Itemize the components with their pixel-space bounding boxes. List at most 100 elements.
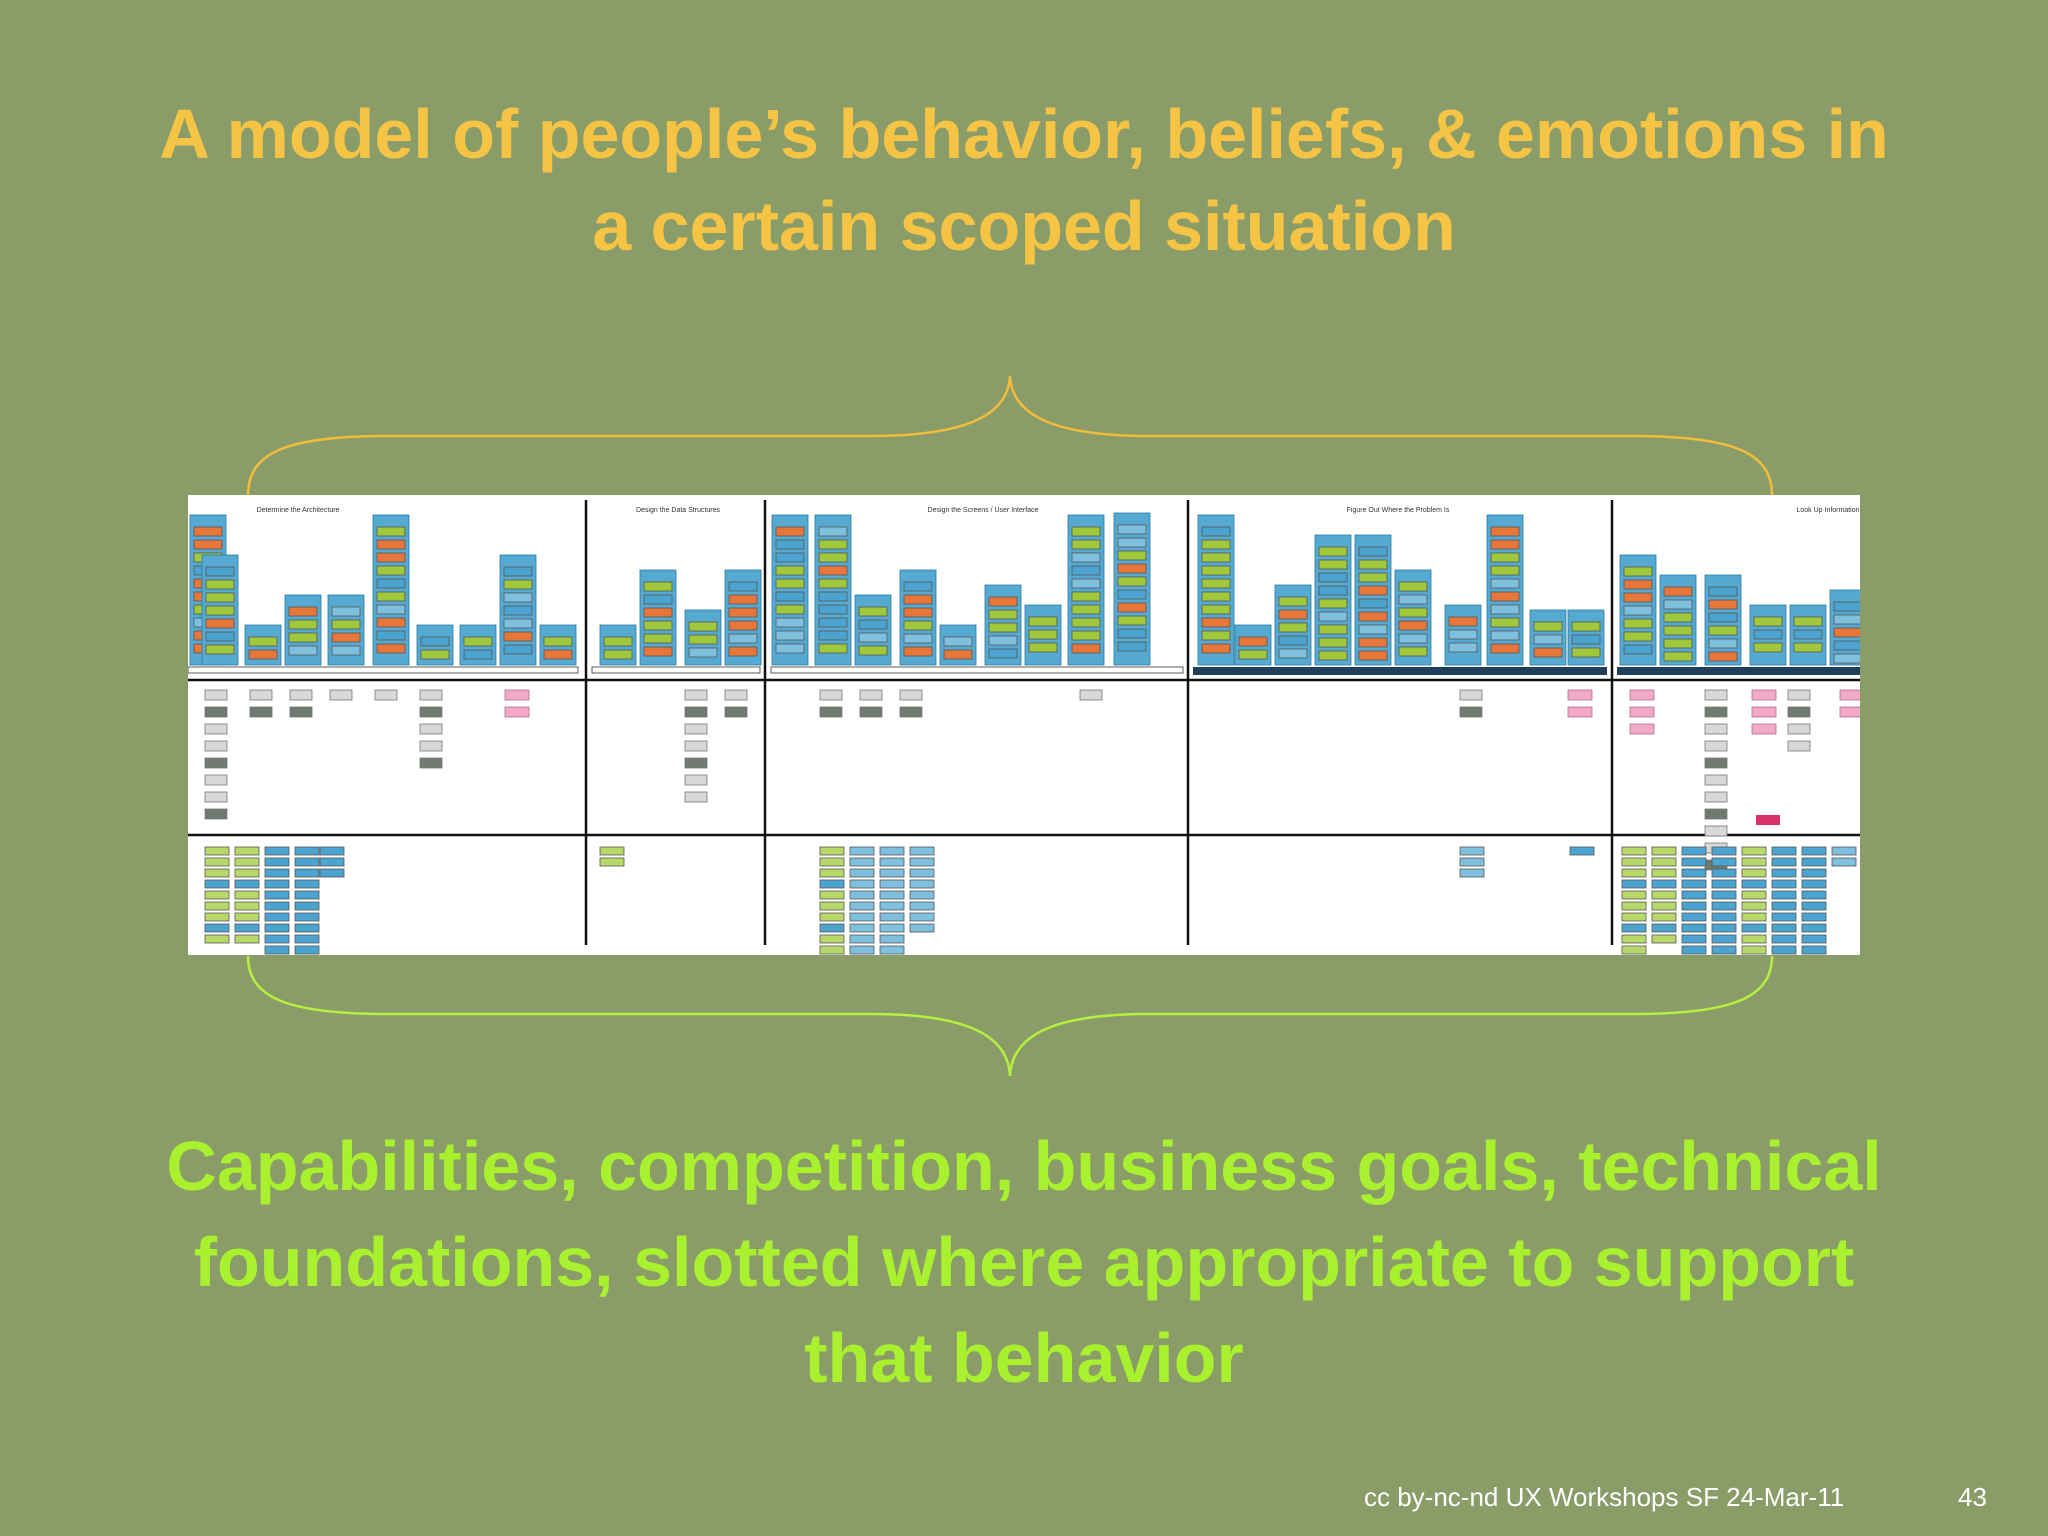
diagram-tower-item bbox=[688, 634, 718, 645]
diagram-tower-item bbox=[1028, 629, 1058, 640]
diagram-support-item bbox=[204, 740, 228, 752]
diagram-capability-item bbox=[909, 890, 935, 900]
diagram-tower-item bbox=[1201, 630, 1231, 641]
diagram-capability-item bbox=[849, 879, 875, 889]
diagram-capability-item bbox=[879, 879, 905, 889]
diagram-capability-item bbox=[1681, 901, 1707, 911]
diagram-capability-item bbox=[264, 912, 290, 922]
diagram-tower-item bbox=[643, 581, 673, 592]
diagram-tower-item bbox=[775, 643, 805, 654]
diagram-tower-item bbox=[376, 604, 406, 615]
diagram-capability-item bbox=[849, 868, 875, 878]
diagram-capability-item bbox=[599, 857, 625, 867]
diagram-tower-item bbox=[1117, 641, 1147, 652]
diagram-tower-item bbox=[503, 579, 533, 590]
slide-title: A model of people’s behavior, beliefs, &… bbox=[0, 88, 2048, 272]
diagram-capability-item bbox=[879, 934, 905, 944]
diagram-support-item bbox=[1751, 723, 1777, 735]
diagram-capability-item bbox=[849, 890, 875, 900]
diagram-tower-item bbox=[1201, 526, 1231, 537]
diagram-capability-item bbox=[319, 868, 345, 878]
diagram-tower-item bbox=[1238, 649, 1268, 660]
diagram-tower-item bbox=[205, 605, 235, 616]
diagram-tower-item bbox=[205, 644, 235, 655]
diagram-capability-item bbox=[1621, 923, 1647, 933]
diagram-tower-item bbox=[728, 607, 758, 618]
diagram-support-item bbox=[859, 689, 883, 701]
diagram-capability-item bbox=[909, 879, 935, 889]
diagram-capability-item bbox=[1771, 901, 1797, 911]
diagram-capability-item bbox=[599, 846, 625, 856]
diagram-tower-item bbox=[1201, 552, 1231, 563]
diagram-tower-item bbox=[1358, 559, 1388, 570]
diagram-capability-item bbox=[909, 868, 935, 878]
diagram-capability-item bbox=[1801, 901, 1827, 911]
diagram-capability-item bbox=[909, 857, 935, 867]
diagram-support-item bbox=[329, 689, 353, 701]
diagram-capability-item bbox=[1801, 912, 1827, 922]
diagram-support-item bbox=[1787, 689, 1811, 701]
diagram-capability-item bbox=[1651, 868, 1677, 878]
diagram-capability-item bbox=[204, 890, 230, 900]
diagram-base bbox=[770, 666, 1184, 674]
diagram-tower-item bbox=[1398, 607, 1428, 618]
diagram-capability-item bbox=[1651, 901, 1677, 911]
diagram-tower-item bbox=[205, 618, 235, 629]
diagram-tower-item bbox=[818, 565, 848, 576]
diagram-tower-item bbox=[1318, 572, 1348, 583]
diagram-capability-item bbox=[1741, 846, 1767, 856]
diagram-tower-item bbox=[1117, 589, 1147, 600]
diagram-tower-item bbox=[1318, 598, 1348, 609]
diagram-tower-item bbox=[1318, 637, 1348, 648]
diagram-tower-item bbox=[1071, 630, 1101, 641]
footer-credit: cc by-nc-nd UX Workshops SF 24-Mar-11 bbox=[1364, 1482, 1845, 1512]
diagram-tower-item bbox=[1117, 628, 1147, 639]
diagram-tower-item bbox=[1071, 643, 1101, 654]
diagram-tower-item bbox=[376, 565, 406, 576]
diagram-capability-item bbox=[264, 846, 290, 856]
diagram-capability-item bbox=[1621, 879, 1647, 889]
diagram-tower-item bbox=[1358, 650, 1388, 661]
diagram-capability-item bbox=[1681, 945, 1707, 955]
diagram-tower-item bbox=[1533, 634, 1563, 645]
diagram-tower-item bbox=[775, 617, 805, 628]
diagram-tower-item bbox=[1201, 578, 1231, 589]
diagram-tower-item bbox=[688, 647, 718, 658]
diagram-tower-item bbox=[858, 632, 888, 643]
diagram-tower-item bbox=[1490, 617, 1520, 628]
diagram-capability-item bbox=[1831, 846, 1857, 856]
diagram-capability-item bbox=[1621, 934, 1647, 944]
bottom-brace bbox=[246, 955, 1774, 1077]
diagram-tower-item bbox=[288, 606, 318, 617]
diagram-capability-item bbox=[1569, 846, 1595, 856]
diagram-capability-item bbox=[234, 934, 260, 944]
diagram-tower-item bbox=[1623, 579, 1653, 590]
diagram-tower-item bbox=[503, 631, 533, 642]
diagram-tower-item bbox=[1663, 599, 1693, 610]
diagram-tower-item bbox=[1201, 565, 1231, 576]
diagram-tower-item bbox=[988, 648, 1018, 659]
diagram-tower bbox=[771, 514, 809, 666]
diagram-tower-item bbox=[688, 621, 718, 632]
diagram-capability-item bbox=[1771, 890, 1797, 900]
diagram-support-item bbox=[204, 774, 228, 786]
diagram-tower-item bbox=[858, 606, 888, 617]
diagram-capability-item bbox=[1651, 912, 1677, 922]
diagram-support-item bbox=[1629, 689, 1655, 701]
diagram-tower-item bbox=[376, 552, 406, 563]
diagram-tower-item bbox=[818, 617, 848, 628]
diagram-capability-item bbox=[204, 901, 230, 911]
diagram-support-item bbox=[1704, 757, 1728, 769]
diagram-tower-item bbox=[1833, 614, 1863, 625]
diagram-tower-item bbox=[603, 649, 633, 660]
diagram-capability-item bbox=[294, 857, 320, 867]
diagram-tower-item bbox=[1533, 647, 1563, 658]
diagram-capability-item bbox=[819, 890, 845, 900]
diagram-canvas bbox=[187, 500, 1867, 955]
diagram-tower-item bbox=[1071, 591, 1101, 602]
diagram-tower-item bbox=[1708, 651, 1738, 662]
diagram-tower-item bbox=[1490, 539, 1520, 550]
diagram-tower-item bbox=[643, 633, 673, 644]
diagram-tower-item bbox=[288, 619, 318, 630]
diagram-support-item bbox=[419, 706, 443, 718]
